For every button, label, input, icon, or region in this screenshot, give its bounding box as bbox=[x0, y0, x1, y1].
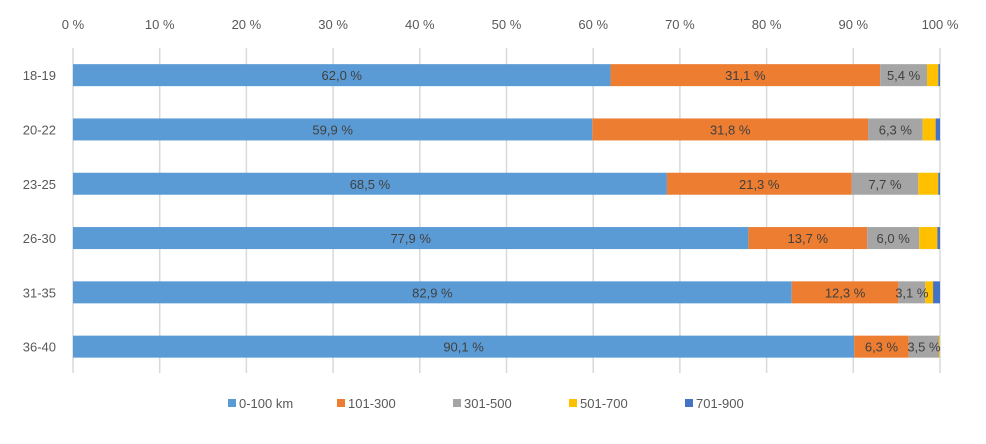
x-tick-label: 30 % bbox=[318, 17, 348, 32]
legend-swatch bbox=[569, 399, 577, 407]
x-tick-label: 0 % bbox=[62, 17, 85, 32]
data-label: 90,1 % bbox=[443, 340, 484, 355]
bar-segment-501-700 bbox=[919, 227, 938, 250]
legend-label: 301-500 bbox=[464, 396, 512, 411]
data-label: 5,4 % bbox=[887, 68, 921, 83]
bar-segments bbox=[73, 64, 940, 358]
data-label: 3,1 % bbox=[895, 285, 929, 300]
data-label: 13,7 % bbox=[788, 231, 829, 246]
data-label: 59,9 % bbox=[312, 122, 353, 137]
bar-segment-301-500 bbox=[908, 335, 940, 358]
legend-label: 501-700 bbox=[580, 396, 628, 411]
bar-segment-701-900 bbox=[938, 172, 940, 195]
bar-segment-501-700 bbox=[922, 118, 936, 141]
legend-swatch bbox=[337, 399, 345, 407]
data-label: 31,8 % bbox=[710, 122, 751, 137]
category-label: 20-22 bbox=[23, 122, 56, 137]
x-tick-label: 90 % bbox=[838, 17, 868, 32]
bar-segment-501-700 bbox=[918, 172, 939, 195]
x-tick-label: 50 % bbox=[492, 17, 522, 32]
legend-swatch bbox=[685, 399, 693, 407]
bar-segment-101-300 bbox=[854, 335, 909, 358]
bar-segment-501-700 bbox=[925, 281, 934, 304]
legend-label: 701-900 bbox=[696, 396, 744, 411]
bar-segment-701-900 bbox=[933, 281, 940, 304]
x-tick-label: 60 % bbox=[578, 17, 608, 32]
bar-segment-101-300 bbox=[666, 172, 852, 195]
category-label: 26-30 bbox=[23, 231, 56, 246]
bar-segment-701-900 bbox=[935, 118, 940, 141]
data-label: 77,9 % bbox=[390, 231, 431, 246]
bar-segment-701-900 bbox=[937, 227, 940, 250]
x-tick-label: 80 % bbox=[752, 17, 782, 32]
data-labels: 62,0 % 31,1 % 5,4 % 59,9 % 31,8 % 6,3 % 68,5 %… bbox=[312, 68, 941, 355]
x-tick-label: 10 % bbox=[145, 17, 175, 32]
x-tick-label: 70 % bbox=[665, 17, 695, 32]
category-label: 18-19 bbox=[23, 68, 56, 83]
data-label: 62,0 % bbox=[322, 68, 363, 83]
bar-segment-101-300 bbox=[748, 227, 868, 250]
bar-segment-301-500 bbox=[868, 118, 923, 141]
legend-label: 101-300 bbox=[348, 396, 396, 411]
bar-segment-101-300 bbox=[592, 118, 869, 141]
data-label: 21,3 % bbox=[739, 177, 780, 192]
x-axis-tick-labels: 0 % 10 % 20 % 30 % 40 % 50 % 60 % 70 % 80 % 90 % 1… bbox=[62, 17, 959, 32]
category-label: 31-35 bbox=[23, 285, 56, 300]
bar-segment-301-500 bbox=[851, 172, 919, 195]
data-label: 82,9 % bbox=[412, 285, 453, 300]
category-label: 36-40 bbox=[23, 340, 56, 355]
data-label: 68,5 % bbox=[350, 177, 391, 192]
legend: 0-100 km 101-300 301-500 501-700 701-900 bbox=[228, 396, 744, 411]
bar-segment-0-100-km bbox=[73, 227, 749, 250]
bar-segment-0-100-km bbox=[73, 281, 792, 304]
bar-segment-501-700 bbox=[926, 64, 939, 87]
data-label: 6,3 % bbox=[879, 122, 913, 137]
bar-segment-501-700 bbox=[939, 335, 940, 358]
bar-segment-0-100-km bbox=[73, 118, 593, 141]
category-label: 23-25 bbox=[23, 177, 56, 192]
x-tick-label: 100 % bbox=[922, 17, 959, 32]
x-tick-label: 20 % bbox=[232, 17, 262, 32]
data-label: 6,3 % bbox=[865, 340, 899, 355]
bar-segment-301-500 bbox=[898, 281, 926, 304]
bar-segment-301-500 bbox=[867, 227, 920, 250]
data-label: 12,3 % bbox=[825, 285, 866, 300]
bar-segment-701-900 bbox=[938, 64, 940, 87]
x-tick-label: 40 % bbox=[405, 17, 435, 32]
legend-label: 0-100 km bbox=[239, 396, 293, 411]
bar-segment-101-300 bbox=[610, 64, 881, 87]
gridlines bbox=[72, 48, 941, 373]
data-label: 6,0 % bbox=[877, 231, 911, 246]
bar-segment-0-100-km bbox=[73, 64, 611, 87]
legend-swatch bbox=[453, 399, 461, 407]
data-label: 3,5 % bbox=[907, 340, 941, 355]
bar-segment-0-100-km bbox=[73, 172, 667, 195]
data-label: 7,7 % bbox=[868, 177, 902, 192]
legend-swatch bbox=[228, 399, 236, 407]
y-axis-category-labels: 18-19 20-22 23-25 26-30 31-35 36-40 bbox=[23, 68, 56, 355]
bar-segment-301-500 bbox=[880, 64, 927, 87]
data-label: 31,1 % bbox=[725, 68, 766, 83]
bar-segment-0-100-km bbox=[73, 335, 855, 358]
bar-segment-101-300 bbox=[791, 281, 899, 304]
